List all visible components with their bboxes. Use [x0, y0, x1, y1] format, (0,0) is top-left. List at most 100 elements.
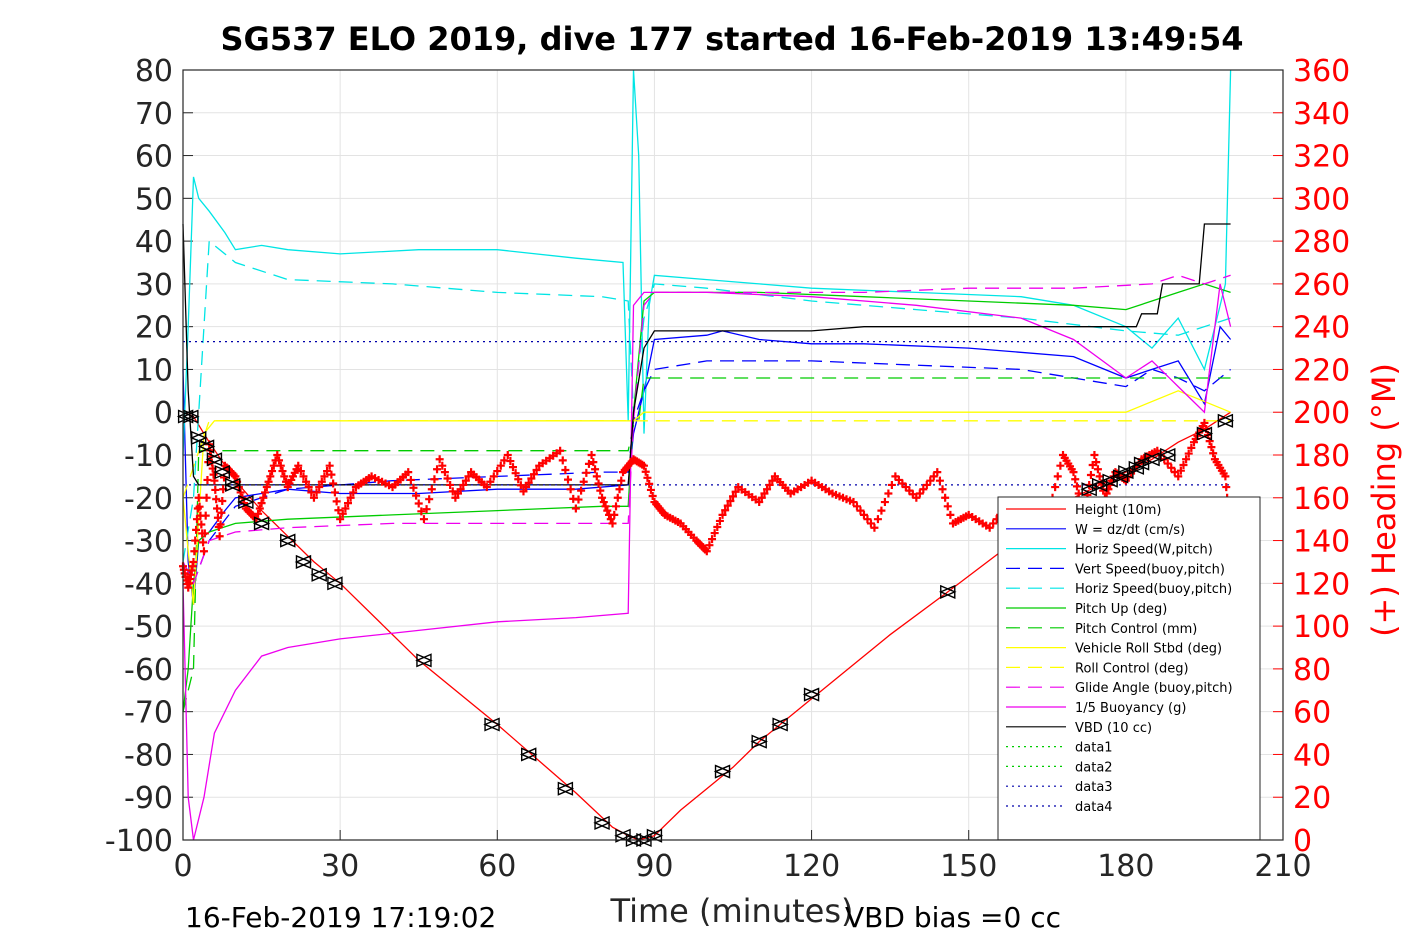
heading-point	[464, 472, 473, 481]
chart-title: SG537 ELO 2019, dive 177 started 16-Feb-…	[221, 20, 1244, 58]
right-tick-label: 140	[1293, 525, 1350, 560]
heading-point	[254, 509, 263, 518]
right-tick-label: 340	[1293, 97, 1350, 132]
heading-point	[710, 529, 719, 538]
heading-point	[1209, 449, 1218, 458]
heading-point	[294, 461, 303, 470]
heading-point	[195, 502, 204, 511]
heading-point	[190, 547, 199, 556]
series-line	[182, 274, 1231, 585]
heading-point	[323, 467, 332, 476]
heading-point	[873, 515, 882, 524]
heading-point	[304, 483, 313, 492]
heading-point	[863, 515, 872, 524]
heading-point	[191, 536, 200, 545]
heading-point	[199, 547, 208, 556]
heading-point	[645, 479, 654, 488]
heading-point	[566, 485, 575, 494]
x-tick-label: 120	[783, 849, 840, 884]
heading-point	[721, 506, 730, 515]
heading-point	[1163, 459, 1172, 468]
heading-point	[218, 496, 227, 505]
heading-point	[582, 468, 591, 477]
dive-marker-left	[771, 717, 788, 732]
dive-marker-left	[252, 516, 270, 531]
heading-point	[1093, 465, 1102, 474]
heading-point	[527, 474, 536, 483]
heading-point	[200, 529, 209, 538]
heading-point	[1200, 418, 1209, 427]
heading-point	[926, 476, 935, 485]
right-tick-label: 20	[1293, 781, 1331, 816]
right-axis-ticks: 3603403203002802602402202001801601401201…	[1273, 54, 1350, 859]
heading-point	[1104, 485, 1113, 494]
heading-point	[884, 489, 893, 498]
heading-point	[506, 457, 515, 466]
heading-point	[1053, 472, 1062, 481]
heading-point	[320, 472, 329, 481]
series-line	[182, 283, 1232, 841]
series-line	[182, 69, 1232, 456]
heading-point	[617, 476, 626, 485]
series-line	[182, 420, 1231, 499]
heading-point	[1179, 460, 1188, 469]
y-tick-label: 70	[135, 97, 173, 132]
heading-point	[1090, 451, 1099, 459]
footer-vbd-bias: VBD bias =0 cc	[845, 901, 1061, 934]
heading-point	[493, 467, 502, 476]
y-tick-label: -50	[124, 610, 173, 645]
heading-point	[765, 480, 774, 489]
heading-point	[404, 468, 413, 477]
heading-point	[594, 479, 603, 488]
y-tick-label: 40	[135, 225, 173, 260]
heading-point	[231, 472, 240, 481]
heading-point	[435, 455, 444, 464]
heading-point	[443, 474, 452, 483]
heading-point	[1222, 483, 1231, 492]
heading-point	[646, 485, 655, 494]
heading-point	[519, 487, 528, 496]
heading-point	[1167, 463, 1176, 472]
heading-point	[587, 451, 596, 459]
heading-point	[327, 470, 336, 479]
heading-point	[317, 477, 326, 486]
heading-point	[524, 478, 533, 487]
dive-marker-left	[213, 465, 230, 480]
heading-point	[989, 519, 998, 528]
dive-marker-left	[1143, 452, 1160, 467]
heading-point	[514, 475, 523, 484]
heading-point	[203, 475, 212, 484]
heading-point	[641, 467, 650, 476]
y-tick-label: -40	[124, 567, 173, 602]
heading-point	[522, 483, 531, 492]
y-tick-label: 50	[135, 182, 173, 217]
heading-point	[755, 498, 764, 507]
heading-point	[336, 515, 345, 524]
heading-point	[608, 519, 617, 528]
legend-label: data2	[1075, 760, 1113, 775]
heading-point	[1174, 472, 1183, 481]
heading-point	[596, 486, 605, 495]
heading-point	[309, 493, 318, 502]
heading-point	[615, 485, 624, 494]
right-tick-label: 260	[1293, 268, 1350, 303]
heading-point	[296, 467, 305, 476]
heading-point	[859, 510, 868, 519]
x-tick-label: 150	[940, 849, 997, 884]
heading-point	[217, 508, 226, 517]
right-tick-label: 80	[1293, 653, 1331, 688]
heading-point	[606, 515, 615, 524]
heading-point	[866, 519, 875, 528]
dive-marker-left	[237, 494, 254, 510]
legend-label: Vehicle Roll Stbd (deg)	[1075, 642, 1222, 657]
heading-point	[269, 461, 278, 470]
heading-point	[912, 493, 921, 502]
heading-point	[723, 501, 732, 510]
heading-point	[729, 492, 737, 501]
heading-point	[938, 485, 947, 494]
dive-marker-left	[294, 554, 312, 570]
right-tick-label: 320	[1293, 140, 1350, 175]
heading-point	[1182, 455, 1191, 464]
heading-point	[433, 465, 442, 474]
y-tick-label: -90	[124, 781, 173, 816]
